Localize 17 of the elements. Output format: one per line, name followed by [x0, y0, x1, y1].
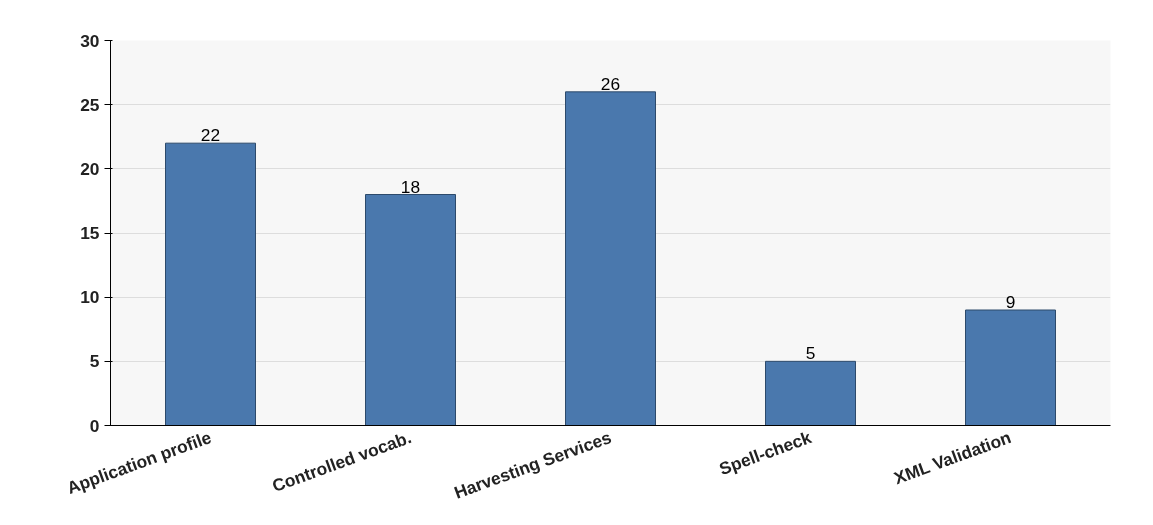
data-label: 9: [1005, 292, 1016, 312]
bar: [765, 360, 856, 426]
data-label: 26: [600, 73, 621, 94]
y-tick-label: 0: [89, 415, 100, 436]
y-tick-label: 15: [80, 223, 100, 243]
y-tick-label: 25: [80, 94, 100, 115]
y-tick-label: 30: [80, 30, 100, 51]
bar: [565, 91, 656, 426]
y-tick-label: 5: [89, 351, 100, 372]
data-label: 22: [200, 125, 221, 146]
data-label: 18: [400, 176, 421, 197]
bar: [365, 194, 456, 426]
y-tick-label: 20: [80, 158, 100, 179]
y-tick-label: 10: [80, 287, 100, 308]
data-label: 5: [805, 343, 816, 364]
bar: [165, 142, 256, 426]
bar: [965, 309, 1056, 426]
